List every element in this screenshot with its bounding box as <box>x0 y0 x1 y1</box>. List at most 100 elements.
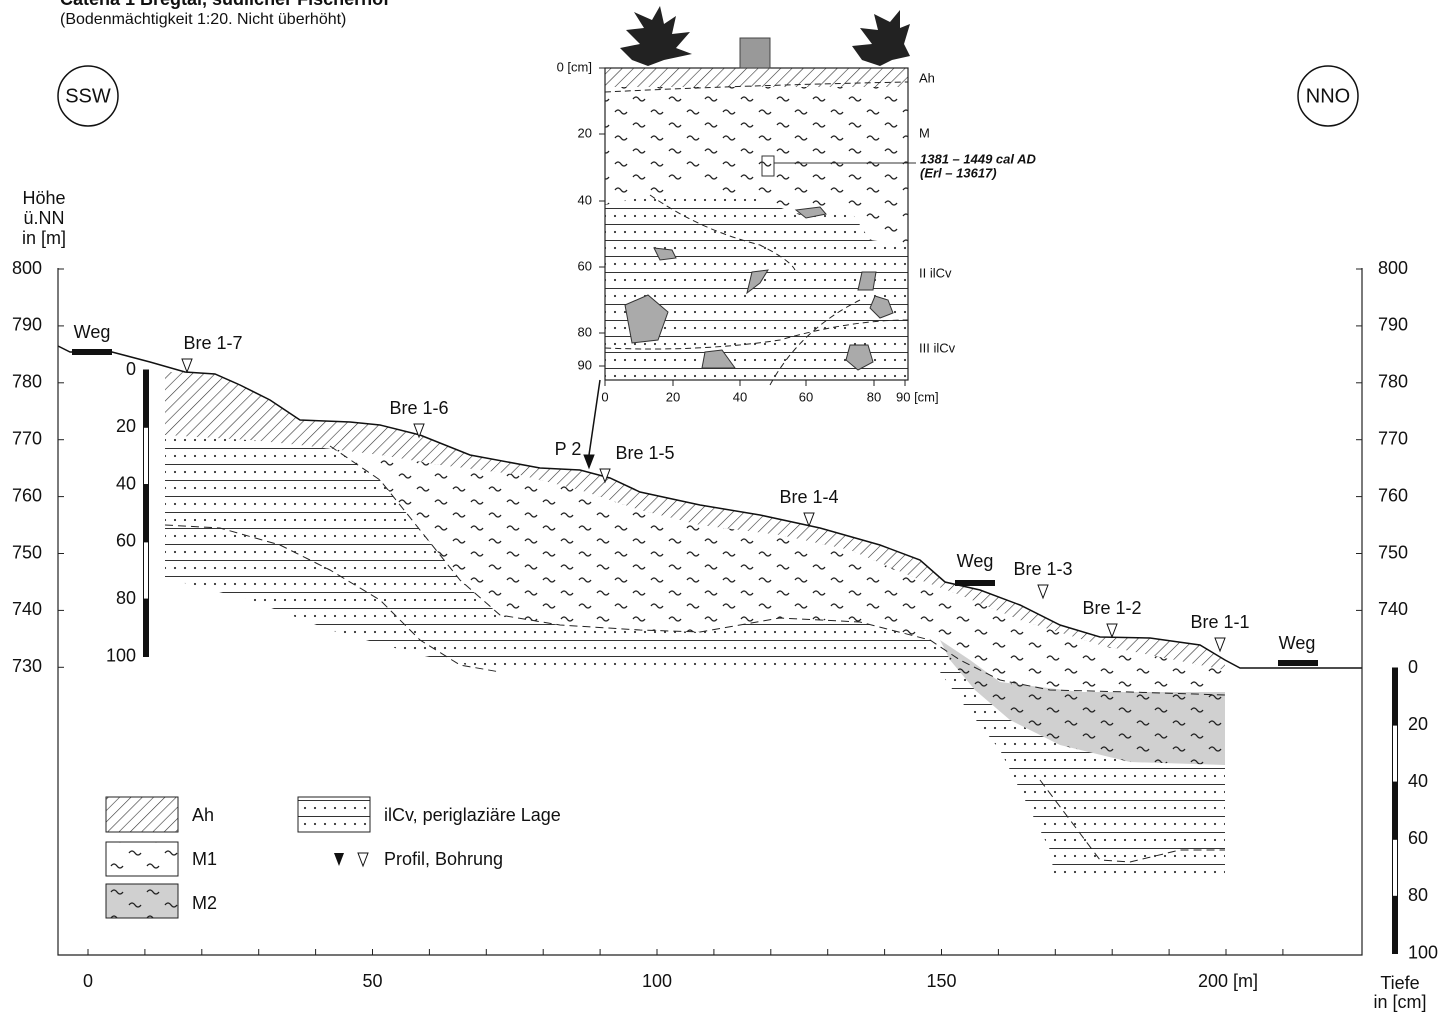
path-marker <box>72 349 112 355</box>
path-marker <box>1278 660 1318 666</box>
y-tick-label: 800 <box>1378 258 1408 278</box>
y-tick-label: 790 <box>12 315 42 335</box>
depth-bar-segment <box>1393 782 1398 839</box>
y-tick-label: 740 <box>1378 599 1408 619</box>
legend-label: M1 <box>192 849 217 869</box>
profile-label: Bre 1-7 <box>183 333 242 353</box>
profile-symbol <box>584 455 594 468</box>
depth-bar-segment <box>144 370 149 427</box>
y-tick-label: 790 <box>1378 315 1408 335</box>
boring-symbol <box>1107 624 1117 637</box>
profile-label: Bre 1-4 <box>779 487 838 507</box>
depth-tick-label: 80 <box>1408 885 1428 905</box>
profile-label: Bre 1-1 <box>1190 612 1249 632</box>
y-tick-label: 740 <box>12 599 42 619</box>
tower-icon <box>740 38 770 68</box>
depth-bar-segment <box>1393 839 1398 896</box>
profile-label: Weg <box>74 322 111 342</box>
legend-label: M2 <box>192 893 217 913</box>
depth-bar-segment <box>144 427 149 484</box>
axis-label: in [cm] <box>1373 992 1426 1012</box>
catena-figure: Catena 1 Bregtal, südlicher Fischerhof (B… <box>0 0 1456 1017</box>
depth-tick-label: 60 <box>1408 828 1428 848</box>
depth-tick-label: 40 <box>116 473 136 493</box>
profile-label: Weg <box>957 551 994 571</box>
y-tick-label: 760 <box>1378 485 1408 505</box>
profile-label: Weg <box>1279 633 1316 653</box>
inset-tick-label: 60 <box>799 389 813 404</box>
subtitle: (Bodenmächtigkeit 1:20. Nicht überhöht) <box>60 11 346 28</box>
inset-tick-label: 90 <box>578 357 592 372</box>
axis-label: in [m] <box>22 228 66 248</box>
depth-bar-segment <box>1393 896 1398 953</box>
y-tick-label: 780 <box>1378 372 1408 392</box>
path-marker <box>955 580 995 586</box>
dating-label: 1381 – 1449 cal AD <box>920 151 1036 166</box>
profile-label: Bre 1-3 <box>1013 559 1072 579</box>
axis-label: Höhe <box>22 188 65 208</box>
depth-bar-segment <box>144 599 149 656</box>
legend-swatch <box>106 797 178 832</box>
y-tick-label: 760 <box>12 485 42 505</box>
soil-layers <box>58 346 1362 880</box>
depth-tick-label: 20 <box>1408 714 1428 734</box>
inset-tick-label: 80 <box>867 389 881 404</box>
depth-tick-label: 40 <box>1408 771 1428 791</box>
inset-tick-label: 40 <box>578 192 592 207</box>
orientation-label: NNO <box>1306 85 1350 107</box>
inset-tick-label: 0 <box>601 389 608 404</box>
page: {"header": {"title": "Catena 1 Bregtal, … <box>0 0 1456 1017</box>
x-tick-label: 150 <box>926 971 956 991</box>
y-tick-label: 780 <box>12 372 42 392</box>
depth-tick-label: 20 <box>116 416 136 436</box>
inset-tick-label: 40 <box>733 389 747 404</box>
depth-bar-segment <box>1393 725 1398 782</box>
axis-label: ü.NN <box>23 208 64 228</box>
legend-label: Ah <box>192 805 214 825</box>
x-tick-label: 50 <box>362 971 382 991</box>
y-tick-label: 770 <box>1378 428 1408 448</box>
title: Catena 1 Bregtal, südlicher Fischerhof <box>60 0 390 9</box>
tree-icon <box>620 6 692 66</box>
inset-tick-label: 80 <box>578 324 592 339</box>
horizon-label: M <box>919 125 930 140</box>
y-tick-label: 730 <box>12 656 42 676</box>
y-tick-label: 800 <box>12 258 42 278</box>
legend-swatch <box>106 842 178 876</box>
depth-bar-segment <box>144 542 149 599</box>
depth-tick-label: 0 <box>126 359 136 379</box>
tree-icon <box>852 10 910 66</box>
depth-bar-segment <box>1393 668 1398 725</box>
depth-tick-label: 60 <box>116 531 136 551</box>
depth-tick-label: 100 <box>1408 942 1438 962</box>
inset-tick-label: 20 <box>666 389 680 404</box>
inset-tick-label: 60 <box>578 258 592 273</box>
profile-label: Bre 1-5 <box>615 443 674 463</box>
x-tick-label: 100 <box>642 971 672 991</box>
depth-tick-label: 100 <box>106 645 136 665</box>
horizon-label: Ah <box>919 70 935 85</box>
horizon-label: III ilCv <box>919 340 956 355</box>
legend-profile-symbol <box>334 853 344 866</box>
inset-tick-label: 0 [cm] <box>557 59 592 74</box>
orientation-label: SSW <box>65 85 111 107</box>
profile-inset <box>589 6 916 455</box>
y-tick-label: 770 <box>12 428 42 448</box>
legend-swatch <box>106 884 178 918</box>
profile-label: Bre 1-6 <box>389 398 448 418</box>
depth-bar-segment <box>144 485 149 542</box>
legend-boring-symbol <box>358 853 368 866</box>
depth-tick-label: 80 <box>116 588 136 608</box>
profile-label: Bre 1-2 <box>1082 598 1141 618</box>
inset-tick-label: 20 <box>578 125 592 140</box>
profile-label: P 2 <box>555 439 582 459</box>
x-tick-label: 200 [m] <box>1198 971 1258 991</box>
boring-symbol <box>182 359 192 372</box>
dating-label: (Erl – 13617) <box>920 165 997 180</box>
horizon-label: II ilCv <box>919 265 952 280</box>
depth-tick-label: 0 <box>1408 657 1418 677</box>
boring-symbol <box>1215 638 1225 651</box>
y-tick-label: 750 <box>12 542 42 562</box>
legend-swatch <box>298 797 370 832</box>
legend-label: ilCv, periglaziäre Lage <box>384 805 561 825</box>
